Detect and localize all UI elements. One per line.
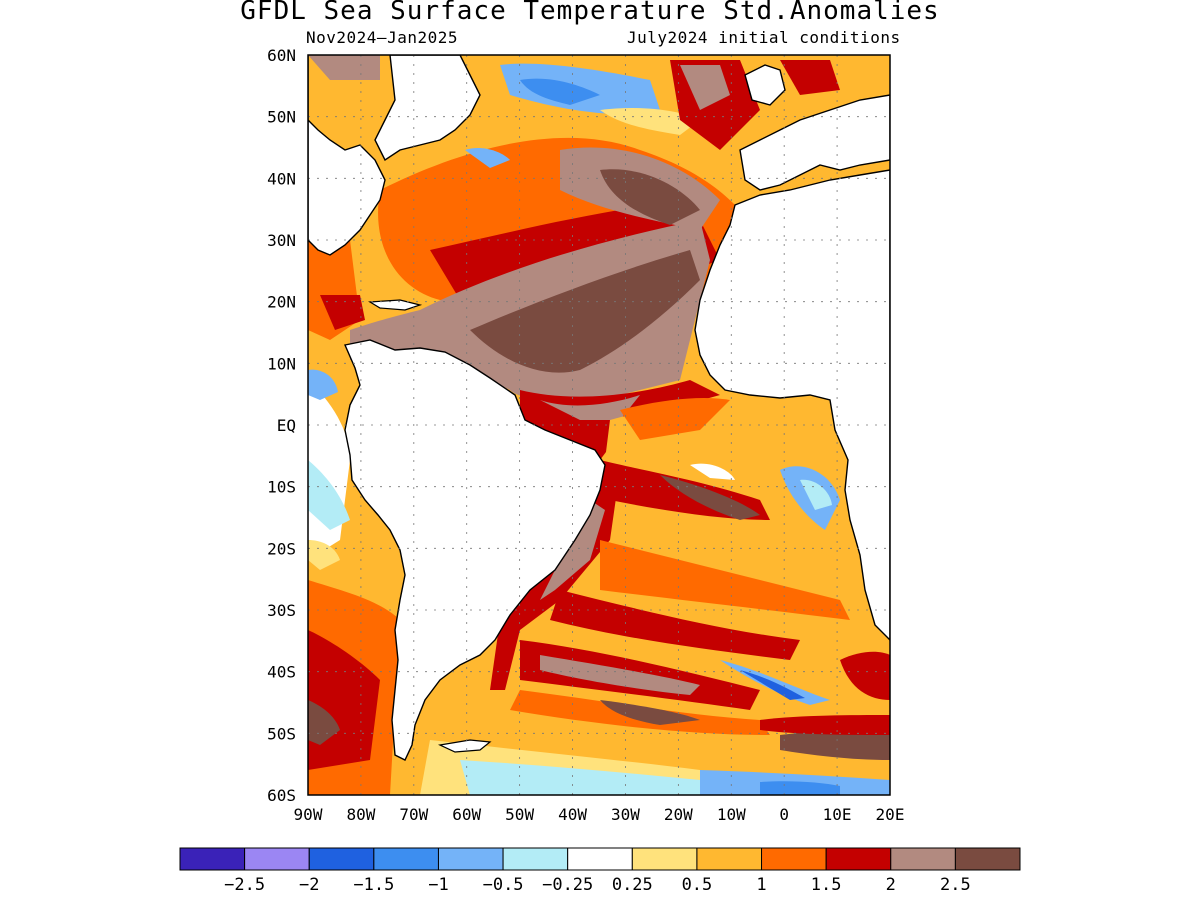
latitude-label: 50S (267, 724, 296, 743)
colorbar-label: 1 (756, 875, 766, 895)
colorbar-label: −0.25 (542, 875, 593, 895)
colorbar-segment (825, 847, 892, 871)
africa-landmass (694, 169, 890, 641)
latitude-label: 60N (267, 46, 296, 65)
colorbar-label: 1.5 (811, 875, 842, 895)
colorbar-label: −2 (299, 875, 319, 895)
longitude-label: 10E (823, 805, 852, 824)
colorbar-label: −0.5 (483, 875, 524, 895)
latitude-label: 10S (267, 478, 296, 497)
map-title: GFDL Sea Surface Temperature Std.Anomali… (240, 0, 940, 26)
latitude-label: 50N (267, 108, 296, 127)
longitude-label: 40W (558, 805, 587, 824)
falklands-landmass (437, 739, 492, 753)
latitude-label: 30N (267, 231, 296, 250)
longitude-label: 90W (294, 805, 323, 824)
longitude-label: 80W (346, 805, 375, 824)
latitude-label: EQ (277, 416, 296, 435)
map-frame (307, 54, 891, 796)
color-scale-labels: −2.5 −2 −1.5 −1 −0.5 −0.25 0.25 0.5 1 1.5 2 2.5 (224, 875, 971, 895)
colorbar-label: 0.5 (682, 875, 713, 895)
colorbar-segment (696, 847, 763, 871)
colorbar-segment (437, 847, 504, 871)
colorbar-segment (179, 847, 246, 871)
north-america-landmass (308, 55, 386, 256)
colorbar-label: 2 (886, 875, 896, 895)
colorbar-segment (954, 847, 1021, 871)
colorbar-segment (631, 847, 698, 871)
color-scale-bar (179, 847, 1021, 871)
colorbar-segment (890, 847, 956, 871)
europe-landmass (739, 94, 890, 191)
longitude-label: 20W (664, 805, 693, 824)
longitude-label: 20E (876, 805, 905, 824)
colorbar-segment (244, 847, 310, 871)
latitude-label: 20N (267, 293, 296, 312)
british-isles-landmass (744, 64, 786, 106)
colorbar-label: −2.5 (224, 875, 265, 895)
colorbar-segment (502, 847, 569, 871)
colorbar-label: 2.5 (940, 875, 971, 895)
south-america-landmass (344, 339, 606, 761)
map-gridlines (308, 55, 890, 795)
latitude-label: 10N (267, 354, 296, 373)
longitude-label: 0 (779, 805, 789, 824)
colorbar-segment (567, 847, 633, 871)
latitude-label: 30S (267, 601, 296, 620)
longitude-label: 10W (717, 805, 746, 824)
latitude-label: 20S (267, 539, 296, 558)
caribbean-islands-landmass (368, 299, 423, 311)
colorbar-label: −1.5 (353, 875, 394, 895)
longitude-label: 30W (611, 805, 640, 824)
latitude-labels: 60N 50N 40N 30N 20N 10N EQ 10S 20S 30S 40S 50S 60S (267, 46, 296, 805)
anomaly-field (308, 55, 890, 795)
longitude-label: 70W (399, 805, 428, 824)
longitude-labels: 90W 80W 70W 60W 50W 40W 30W 20W 10W 0 10E 20E (294, 805, 905, 824)
colorbar-label: −1 (428, 875, 448, 895)
colorbar-segment (761, 847, 827, 871)
initial-conditions: July2024 initial conditions (627, 28, 901, 47)
latitude-label: 40S (267, 663, 296, 682)
colorbar-label: 0.25 (612, 875, 653, 895)
latitude-label: 60S (267, 786, 296, 805)
colorbar-segment (308, 847, 375, 871)
longitude-label: 50W (505, 805, 534, 824)
longitude-label: 60W (452, 805, 481, 824)
latitude-label: 40N (267, 169, 296, 188)
colorbar-segment (373, 847, 439, 871)
forecast-period: Nov2024–Jan2025 (306, 28, 458, 47)
